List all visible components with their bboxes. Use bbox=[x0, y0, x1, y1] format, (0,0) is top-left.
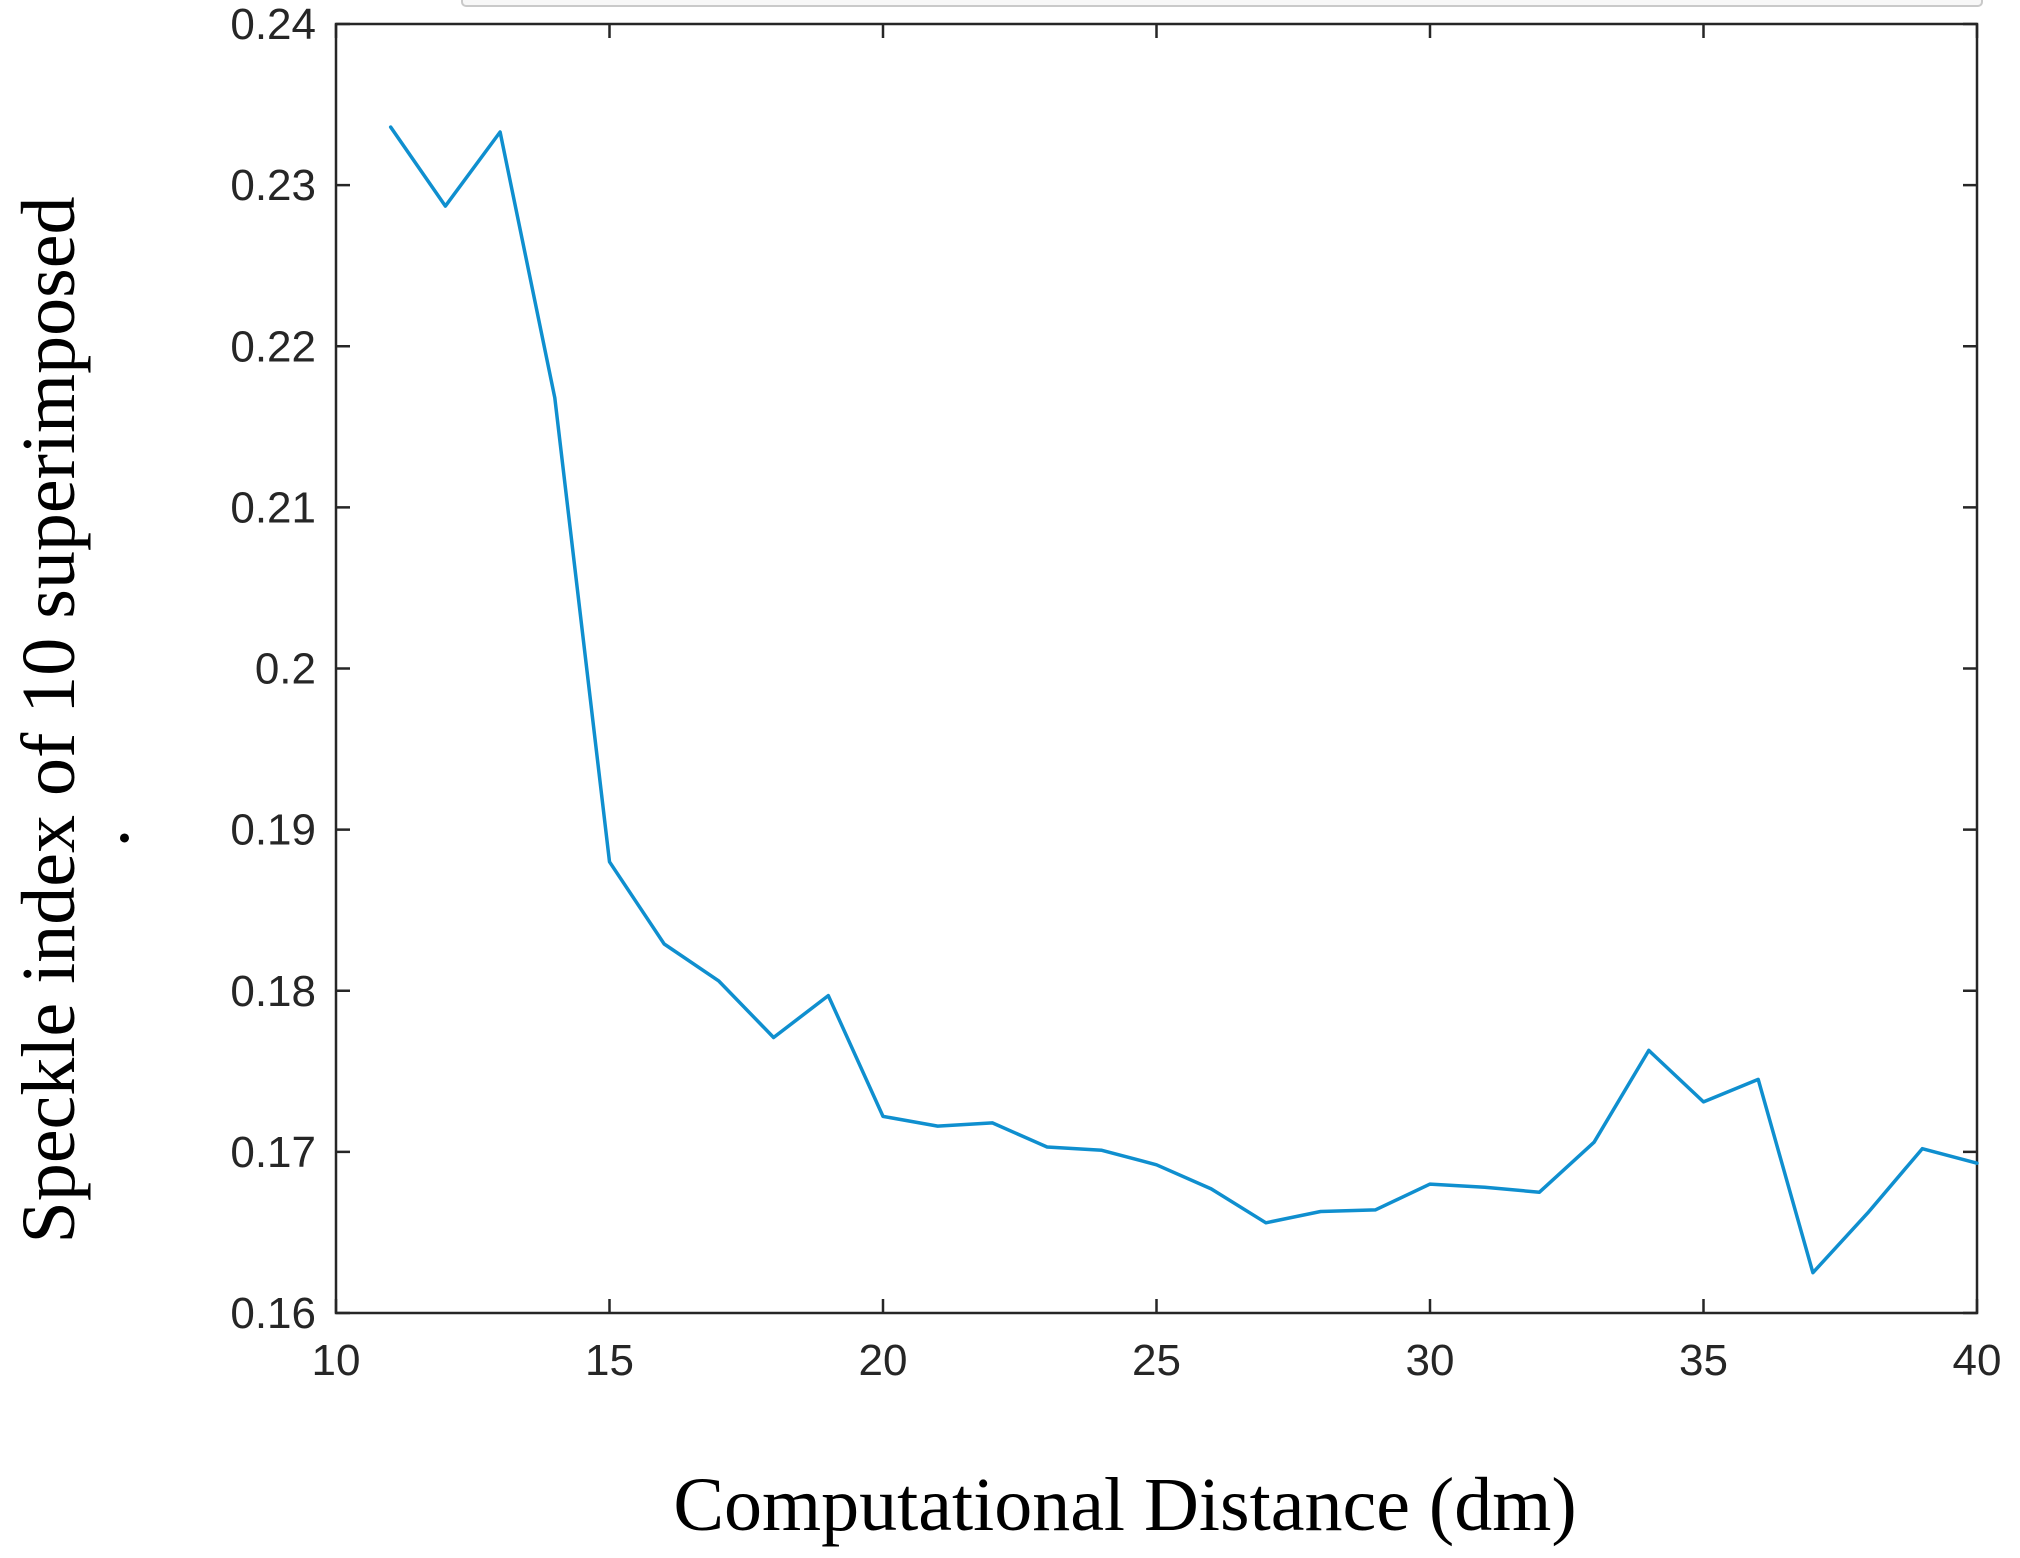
x-axis-label: Computational Distance (dm) bbox=[673, 1463, 1576, 1547]
x-tick-label: 10 bbox=[312, 1336, 361, 1385]
y-tick-label: 0.17 bbox=[230, 1128, 316, 1177]
series-line bbox=[388, 125, 1979, 1275]
y-tick-label: 0.16 bbox=[230, 1289, 316, 1338]
y-axis-label-dot: · bbox=[83, 825, 167, 850]
y-tick-label: 0.23 bbox=[230, 161, 316, 210]
y-tick-label: 0.24 bbox=[230, 0, 316, 49]
y-tick-label: 0.22 bbox=[230, 322, 316, 371]
y-tick-label: 0.19 bbox=[230, 806, 316, 855]
tick-marks bbox=[334, 22, 1979, 1315]
y-axis-label: Speckle index of 10 superimposed bbox=[7, 197, 91, 1244]
y-tick-label: 0.2 bbox=[255, 645, 316, 694]
x-tick-label: 25 bbox=[1132, 1336, 1181, 1385]
x-tick-labels: 10 15 20 25 30 35 40 bbox=[312, 1336, 2002, 1385]
y-tick-labels: 0.16 0.17 0.18 0.19 0.2 0.21 0.22 0.23 0.24 bbox=[230, 0, 316, 1338]
x-tick-label: 30 bbox=[1406, 1336, 1455, 1385]
x-tick-label: 35 bbox=[1679, 1336, 1728, 1385]
x-tick-label: 40 bbox=[1953, 1336, 2002, 1385]
y-tick-label: 0.18 bbox=[230, 967, 316, 1016]
x-tick-label: 15 bbox=[585, 1336, 634, 1385]
plot-area bbox=[334, 22, 1979, 1315]
x-tick-label: 20 bbox=[859, 1336, 908, 1385]
y-tick-label: 0.21 bbox=[230, 483, 316, 532]
window-edge-bar bbox=[461, 0, 1983, 7]
